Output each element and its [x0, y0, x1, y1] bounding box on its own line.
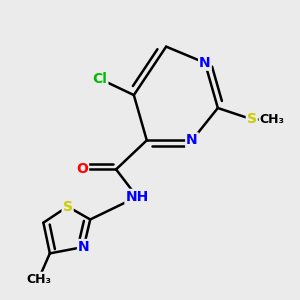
Text: N: N — [186, 133, 198, 147]
Text: S: S — [247, 112, 257, 126]
Text: N: N — [199, 56, 211, 70]
Text: S: S — [63, 200, 73, 214]
Text: O: O — [76, 162, 88, 176]
Text: Cl: Cl — [92, 72, 107, 86]
Text: N: N — [78, 240, 90, 254]
Text: CH₃: CH₃ — [260, 113, 285, 126]
Text: CH₃: CH₃ — [26, 273, 51, 286]
Text: NH: NH — [125, 190, 149, 204]
